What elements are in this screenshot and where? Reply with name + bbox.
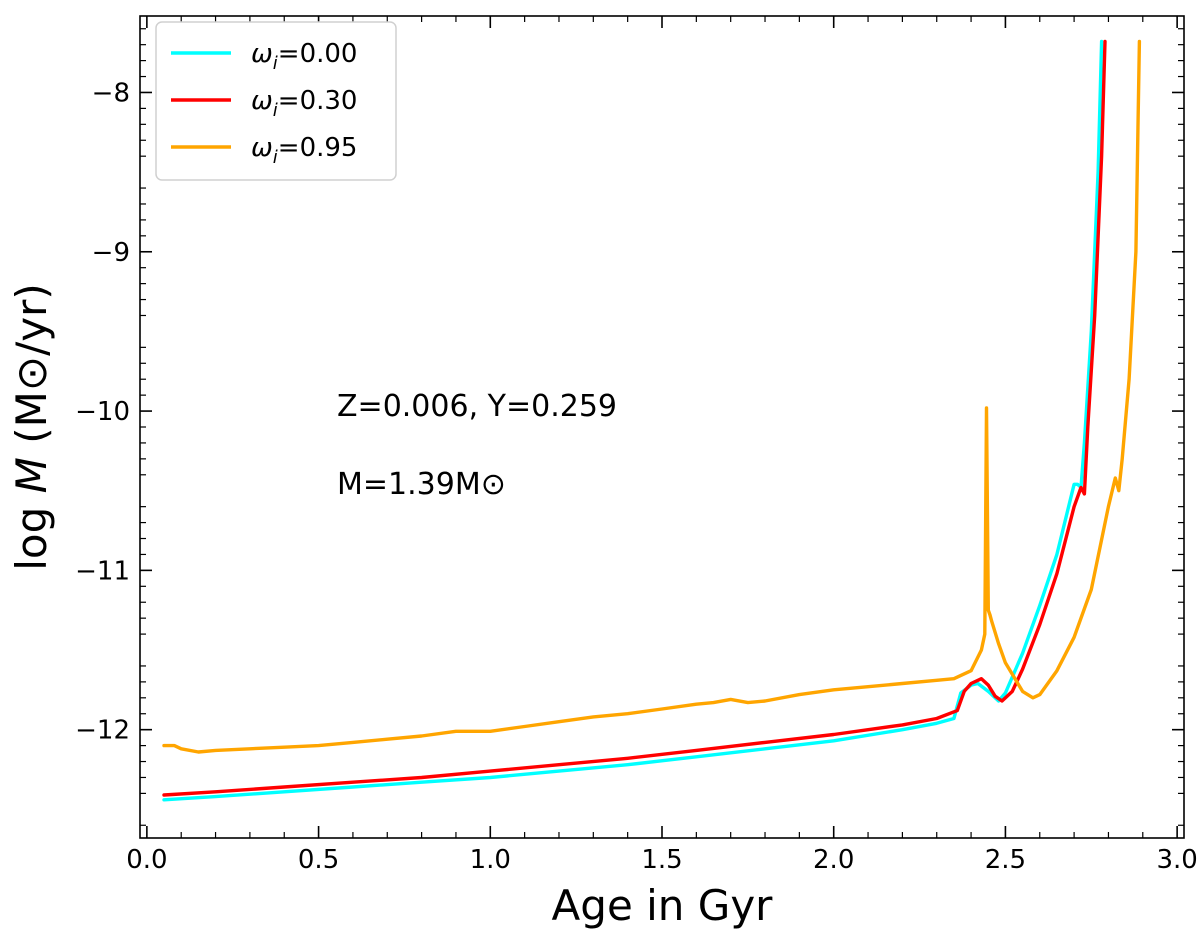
ticks-layer: 0.0 0.5 1.0 1.5 2.0 2.5 3.0 −12 −11 −10 −9 −8 (75, 16, 1198, 875)
series-line-2 (162, 39, 1142, 754)
y-tick-label: −9 (92, 238, 130, 268)
legend-label-0: ωi=0.00 (251, 39, 357, 74)
x-axis-label: Age in Gyr (552, 881, 774, 929)
x-tick-label: 0.5 (298, 845, 339, 875)
legend-symbol: ω (251, 39, 273, 69)
y-axis-label-symbol: M (7, 457, 56, 493)
y-tick-label: −12 (75, 716, 130, 746)
y-tick-label: −11 (75, 556, 130, 586)
x-tick-label: 2.5 (985, 845, 1026, 875)
x-tick-label: 3.0 (1156, 845, 1197, 875)
y-tick-label: −10 (75, 397, 130, 427)
legend-value: =0.30 (278, 86, 358, 116)
legend-subscript: i (273, 53, 278, 74)
legend-value: =0.00 (278, 39, 358, 69)
legend-label-2: ωi=0.95 (251, 133, 357, 168)
legend-symbol: ω (251, 133, 273, 163)
x-tick-label: 0.0 (126, 845, 167, 875)
series-line-1 (162, 39, 1107, 797)
annotation-mass: M=1.39M⊙ (337, 467, 506, 502)
annotation-composition: Z=0.006, Y=0.259 (337, 389, 617, 424)
legend-symbol: ω (251, 86, 273, 116)
legend-value: =0.95 (278, 133, 358, 163)
y-axis-label: log M (M⊙/yr) (7, 283, 56, 570)
legend-label-1: ωi=0.30 (251, 86, 357, 121)
y-axis-label-unit: (M⊙/yr) (7, 283, 56, 457)
series-layer (162, 39, 1142, 802)
y-axis-label-prefix: log (7, 493, 56, 570)
legend-subscript: i (273, 100, 278, 121)
x-tick-label: 1.0 (470, 845, 511, 875)
x-tick-label: 2.0 (813, 845, 854, 875)
legend-box (155, 21, 397, 181)
x-tick-label: 1.5 (641, 845, 682, 875)
y-tick-label: −8 (92, 78, 130, 108)
legend-subscript: i (273, 147, 278, 168)
